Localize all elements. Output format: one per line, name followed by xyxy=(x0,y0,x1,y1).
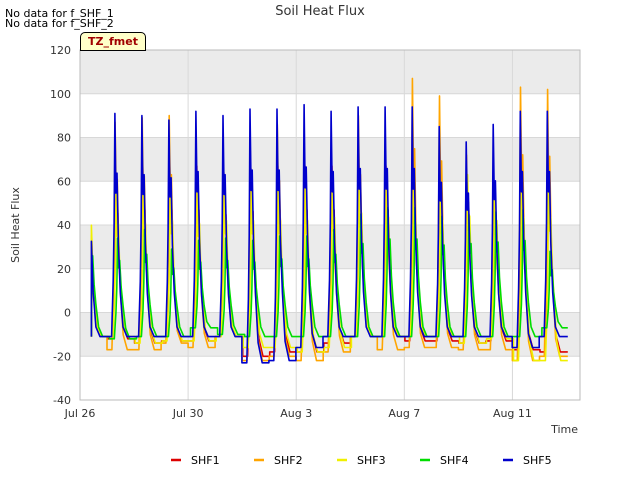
chart-title: Soil Heat Flux xyxy=(275,4,365,19)
legend-label-shf2: SHF2 xyxy=(274,454,303,467)
x-tick-label: Aug 7 xyxy=(388,407,420,420)
x-tick-label: Aug 11 xyxy=(493,407,532,420)
y-tick-label: 100 xyxy=(50,88,71,101)
y-tick-label: 40 xyxy=(57,219,71,232)
legend-label-shf5: SHF5 xyxy=(523,454,552,467)
y-tick-label: 0 xyxy=(64,307,71,320)
x-tick-label: Jul 30 xyxy=(172,407,204,420)
x-axis-label: Time xyxy=(550,423,578,436)
plot-frame xyxy=(79,49,581,401)
legend-label-shf1: SHF1 xyxy=(191,454,220,467)
y-tick-label: -20 xyxy=(53,350,71,363)
y-tick-label: 120 xyxy=(50,44,71,57)
no-data-note-1: No data for f_SHF_1 xyxy=(5,7,114,20)
y-tick-label: 20 xyxy=(57,263,71,276)
x-tick-label: Aug 3 xyxy=(280,407,312,420)
series-line-shf5 xyxy=(90,103,568,364)
y-tick-label: 60 xyxy=(57,175,71,188)
x-tick-label: Jul 26 xyxy=(64,407,96,420)
legend-label-shf4: SHF4 xyxy=(440,454,469,467)
site-badge: TZ_fmet xyxy=(80,32,146,51)
grid-band xyxy=(80,50,580,94)
no-data-note-2: No data for f_SHF_2 xyxy=(5,17,114,30)
y-axis-label: Soil Heat Flux xyxy=(9,187,22,263)
legend-label-shf3: SHF3 xyxy=(357,454,386,467)
y-tick-label: -40 xyxy=(53,394,71,407)
y-tick-label: 80 xyxy=(57,132,71,145)
